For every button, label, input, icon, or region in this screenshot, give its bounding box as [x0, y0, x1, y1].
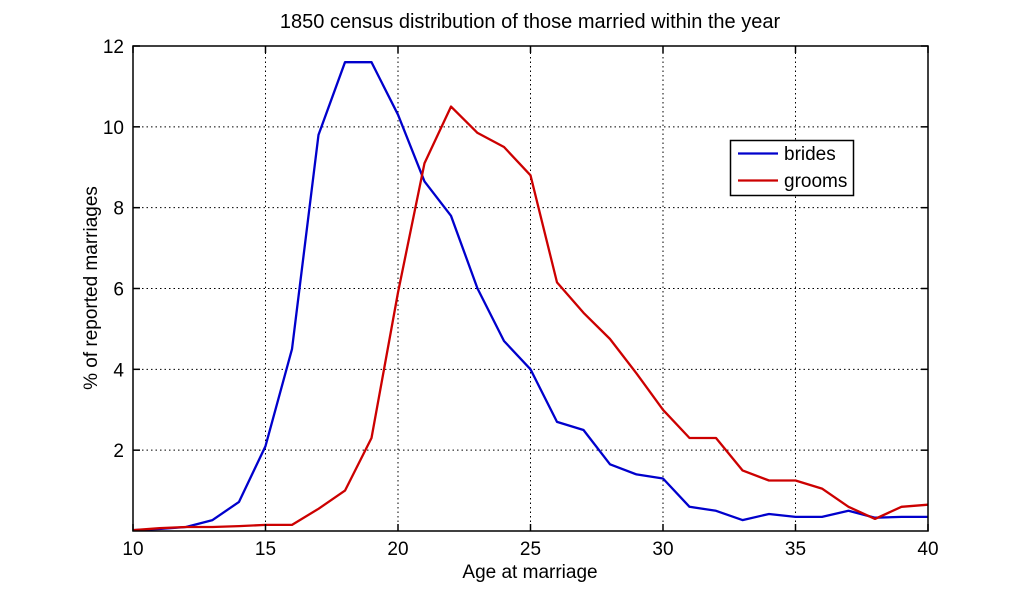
- frame-layer: [132, 45, 929, 532]
- y-tick-label: 8: [113, 199, 124, 220]
- y-tick-label: 2: [113, 441, 124, 462]
- legend: brides grooms: [729, 139, 855, 197]
- tick-label-layer: 10 15 20 25 30 35 40 2 4 6 8 10 12: [103, 37, 939, 560]
- y-tick-label: 10: [103, 118, 124, 139]
- y-axis-label: % of reported marriages: [81, 186, 102, 390]
- x-tick-label: 25: [520, 539, 541, 560]
- legend-grooms-label: grooms: [784, 171, 847, 192]
- brides-line: [132, 61, 928, 532]
- chart-title: 1850 census distribution of those marrie…: [280, 11, 781, 33]
- y-tick-label: 6: [113, 280, 124, 301]
- x-tick-label: 40: [917, 539, 938, 560]
- x-axis-label: Age at marriage: [462, 562, 597, 583]
- legend-brides-label: brides: [784, 144, 836, 165]
- x-tick-label: 10: [122, 539, 143, 560]
- legend-box: [729, 139, 855, 197]
- y-tick-label: 12: [103, 37, 124, 58]
- y-tick-label: 4: [113, 360, 124, 381]
- x-tick-label: 35: [785, 539, 806, 560]
- grid-layer: [133, 46, 928, 531]
- x-tick-label: 30: [652, 539, 673, 560]
- x-tick-label: 20: [387, 539, 408, 560]
- x-tick-label: 15: [255, 539, 276, 560]
